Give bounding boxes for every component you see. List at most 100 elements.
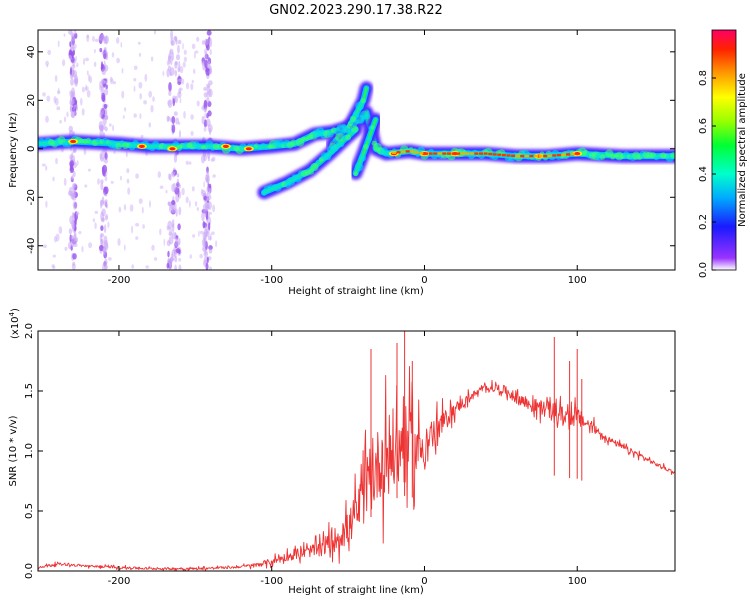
noise-speckle: [170, 55, 173, 66]
noise-speckle: [208, 222, 211, 231]
noise-speckle: [208, 189, 211, 198]
noise-speckle: [104, 258, 108, 266]
noise-speckle: [169, 262, 173, 270]
noise-speckle: [99, 85, 103, 91]
noise-speckle: [177, 223, 181, 231]
trace-blob: [301, 136, 306, 141]
noise-speckle: [53, 236, 58, 243]
snr-xlabel: Height of straight line (km): [288, 585, 424, 596]
trace-blob: [42, 142, 48, 148]
noise-speckle: [47, 49, 51, 56]
noise-speckle: [194, 51, 196, 59]
noise-speckle: [204, 112, 206, 119]
noise-speckle: [118, 206, 122, 213]
noise-speckle: [69, 41, 72, 48]
noise-speckle: [150, 56, 154, 62]
noise-speckle: [166, 60, 170, 66]
y-tick-label: 40: [26, 45, 37, 58]
x-tick-label: -100: [260, 576, 283, 587]
trace-blob: [599, 154, 606, 160]
trace-core-segment: [424, 152, 428, 155]
noise-speckle: [73, 30, 77, 35]
noise-speckle: [105, 35, 108, 45]
noise-speckle: [168, 90, 172, 97]
noise-speckle: [142, 224, 145, 229]
noise-speckle: [52, 176, 55, 182]
noise-speckle: [76, 211, 80, 216]
noise-speckle: [108, 257, 112, 261]
noise-speckle: [182, 42, 184, 50]
noise-speckle: [67, 190, 73, 196]
noise-speckle: [171, 200, 176, 206]
noise-speckle: [63, 116, 67, 123]
noise-speckle: [190, 130, 194, 136]
y-tick-label: 0.0: [24, 563, 35, 579]
noise-speckle: [89, 75, 92, 84]
noise-speckle: [174, 264, 177, 270]
noise-speckle: [177, 44, 180, 54]
noise-speckle: [78, 231, 82, 235]
trace-blob: [324, 153, 332, 161]
noise-speckle: [100, 199, 103, 209]
noise-speckle: [188, 161, 192, 165]
noise-speckle: [198, 230, 200, 237]
noise-speckle: [57, 87, 60, 95]
noise-speckle: [66, 111, 69, 118]
noise-speckle: [127, 187, 131, 195]
trace-core-segment: [534, 154, 538, 158]
noise-speckle: [102, 247, 107, 254]
x-tick-label: 0: [421, 275, 427, 286]
trace-core-segment: [488, 152, 493, 156]
hotspot-core: [245, 147, 252, 151]
trace-blob: [335, 133, 344, 142]
noise-speckle: [73, 182, 77, 188]
noise-speckle: [206, 83, 211, 88]
noise-speckle: [212, 204, 216, 213]
trace-core-segment: [428, 152, 433, 155]
noise-speckle: [102, 164, 108, 174]
noise-speckle: [172, 98, 175, 107]
noise-speckle: [207, 156, 210, 162]
noise-speckle: [201, 115, 205, 125]
noise-speckle: [206, 118, 211, 127]
noise-speckle: [177, 39, 182, 45]
noise-speckle: [55, 157, 58, 165]
noise-speckle: [152, 96, 155, 102]
noise-speckle: [76, 62, 79, 68]
y-tick-label: 20: [26, 94, 37, 107]
noise-speckle: [208, 183, 212, 189]
noise-speckle: [170, 30, 174, 40]
noise-speckle: [157, 171, 161, 179]
trace-blob: [670, 152, 675, 159]
noise-speckle: [139, 113, 142, 120]
hotspot-core: [222, 144, 229, 148]
noise-speckle: [183, 56, 187, 62]
colorbar-label: Normalized spectral amplitude: [737, 73, 748, 227]
noise-speckle: [103, 158, 108, 164]
noise-speckle: [185, 196, 189, 204]
noise-speckle: [204, 38, 209, 46]
noise-speckle: [124, 107, 127, 112]
trace-blob: [327, 131, 334, 138]
noise-speckle: [178, 257, 182, 262]
noise-speckle: [169, 71, 172, 77]
trace-blob: [370, 125, 375, 130]
noise-speckle: [206, 97, 210, 104]
trace-core-segment: [433, 152, 438, 155]
trace-blob: [358, 154, 367, 162]
noise-speckle: [45, 115, 49, 123]
noise-speckle: [101, 92, 106, 102]
noise-speckle: [179, 97, 182, 104]
trace-core-segment: [570, 152, 575, 156]
noise-speckle: [140, 134, 144, 139]
noise-speckle: [51, 264, 55, 268]
noise-speckle: [200, 188, 204, 195]
noise-speckle: [72, 221, 76, 230]
noise-speckle: [193, 68, 196, 74]
noise-speckle: [215, 240, 218, 248]
noise-speckle: [101, 157, 105, 162]
trace-core-segment: [520, 154, 525, 158]
trace-blob: [360, 97, 366, 104]
trace-core-segment: [469, 152, 474, 155]
trace-blob: [315, 159, 320, 164]
